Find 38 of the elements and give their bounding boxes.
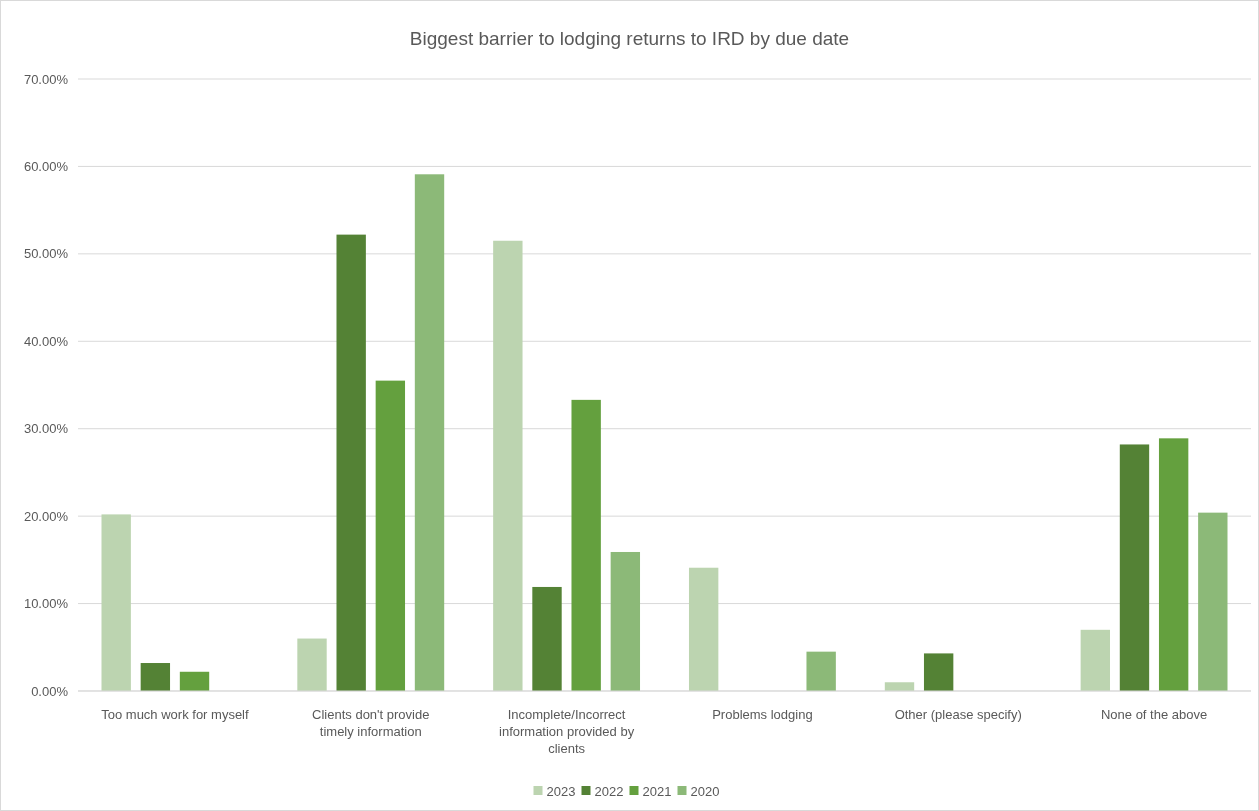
bar bbox=[1119, 444, 1150, 691]
y-tick-label: 10.00% bbox=[23, 596, 69, 612]
x-tick-label: None of the above bbox=[1100, 707, 1208, 722]
bar bbox=[1198, 512, 1228, 691]
y-tick-label: 40.00% bbox=[23, 333, 69, 349]
legend-label: 2022 bbox=[594, 783, 624, 799]
y-tick-label: 30.00% bbox=[23, 421, 69, 437]
y-tick-label: 20.00% bbox=[23, 508, 69, 524]
y-tick-label: 60.00% bbox=[23, 158, 69, 174]
bar bbox=[1158, 438, 1189, 691]
bar bbox=[493, 240, 523, 691]
legend-label: 2023 bbox=[546, 783, 576, 799]
bar bbox=[688, 567, 719, 691]
legend-label: 2020 bbox=[690, 783, 720, 799]
bar bbox=[414, 174, 445, 691]
bar bbox=[336, 234, 366, 691]
chart-title: Biggest barrier to lodging returns to IRD by due date bbox=[409, 28, 850, 49]
y-tick-label: 70.00% bbox=[23, 71, 69, 87]
x-tick-label: Other (please specify) bbox=[894, 707, 1022, 722]
bar bbox=[375, 380, 406, 691]
bar bbox=[297, 638, 327, 691]
bar bbox=[101, 514, 131, 691]
x-tick-label: Incomplete/Incorrect information provided by clients bbox=[499, 707, 635, 756]
bar bbox=[923, 653, 954, 691]
bar bbox=[179, 671, 210, 691]
y-tick-label: 0.00% bbox=[31, 683, 69, 699]
x-tick-label: Too much work for myself bbox=[101, 707, 250, 722]
bar bbox=[532, 586, 562, 691]
bar bbox=[884, 682, 915, 691]
bar bbox=[806, 651, 836, 691]
bar bbox=[571, 399, 601, 691]
legend-label: 2021 bbox=[642, 783, 672, 799]
y-tick-label: 50.00% bbox=[23, 246, 69, 262]
bar bbox=[610, 551, 641, 691]
x-tick-label: Clients don't provide timely information bbox=[312, 707, 430, 739]
bar bbox=[1080, 629, 1110, 691]
x-tick-label: Problems lodging bbox=[712, 707, 813, 722]
bar bbox=[140, 663, 171, 691]
